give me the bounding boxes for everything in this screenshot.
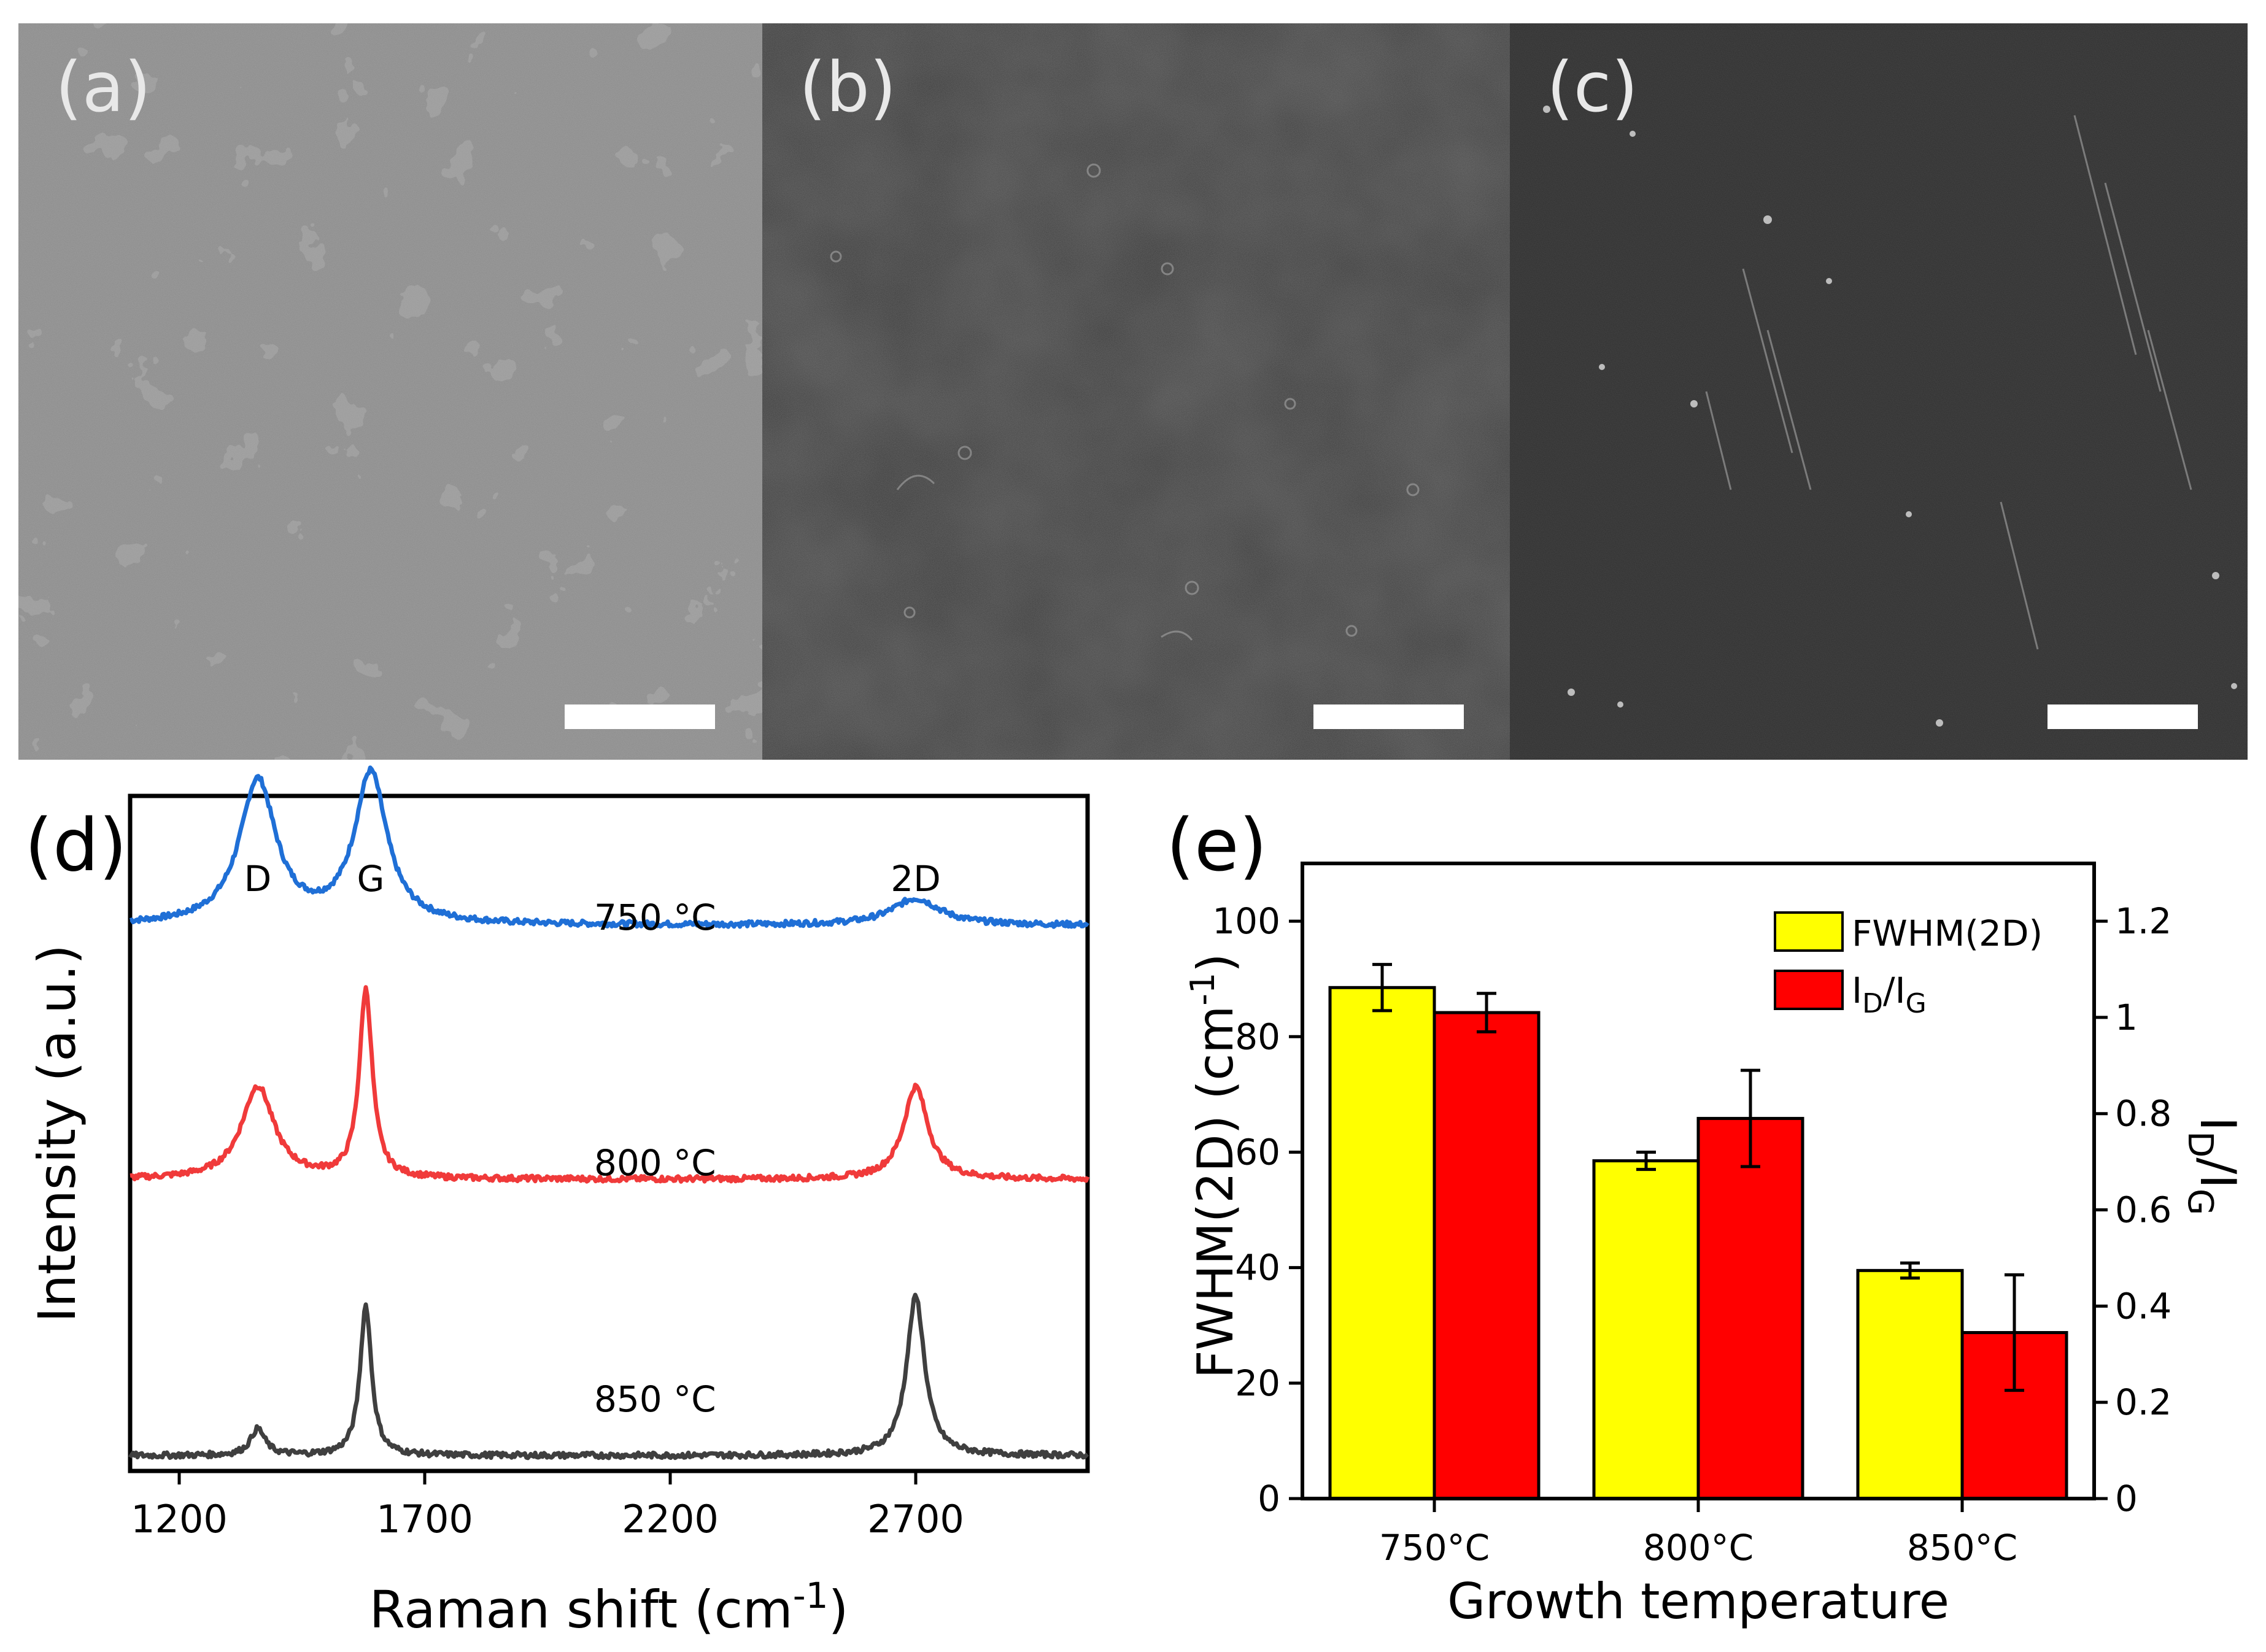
category-label-0: 750°C bbox=[1379, 1527, 1490, 1569]
bar-0-1 bbox=[1592, 1159, 1700, 1500]
raman-series-2 bbox=[128, 1292, 1089, 1461]
left-y-ticks: 0 20 40 60 80 100 bbox=[1212, 900, 1302, 1519]
bar-1-2 bbox=[1960, 1330, 2068, 1500]
panel-label-e: (e) bbox=[1166, 803, 1267, 887]
right-y-tick-label-4: 0.8 bbox=[2115, 1093, 2171, 1135]
left-y-axis-label-main: FWHM(2D) (cm bbox=[1187, 1006, 1244, 1379]
right-y-tick-label-3: 0.6 bbox=[2115, 1189, 2171, 1231]
left-y-tick-label-0: 0 bbox=[1258, 1478, 1280, 1519]
panel-label-c: (c) bbox=[1547, 48, 1638, 128]
right-y-axis-label: ID/IG bbox=[2180, 1117, 2246, 1216]
legend-swatch-fwhm bbox=[1774, 911, 1844, 952]
raman-x-axis-label-sup: -1 bbox=[793, 1575, 829, 1616]
sem-panel-c: (c) bbox=[1510, 23, 2248, 760]
legend-idig-sub1: D bbox=[1862, 988, 1883, 1019]
raman-plot-frame bbox=[128, 793, 1090, 1473]
legend-label-idig: ID/IG bbox=[1852, 970, 1927, 1019]
legend-idig-slash: /I bbox=[1883, 970, 1906, 1011]
raman-peak-labels: D G 2D bbox=[244, 858, 941, 900]
legend-label-fwhm: FWHM(2D) bbox=[1852, 913, 2043, 954]
raman-x-tick-label-3: 2700 bbox=[867, 1497, 964, 1542]
right-y-axis-label-sub1: D bbox=[2180, 1131, 2220, 1157]
right-y-axis-label-slash: /I bbox=[2189, 1157, 2246, 1189]
left-y-tick-label-5: 100 bbox=[1212, 900, 1280, 942]
sem-panel-b: (b) bbox=[762, 23, 1510, 760]
raman-series-1 bbox=[129, 985, 1090, 1184]
raman-x-tick-label-0: 1200 bbox=[131, 1497, 228, 1542]
raman-series-0 bbox=[129, 765, 1089, 929]
scale-bar-b bbox=[1313, 704, 1464, 729]
bar-plot-frame bbox=[1301, 862, 2096, 1500]
raman-x-axis-label: Raman shift (cm-1) bbox=[369, 1575, 849, 1640]
bar-x-axis-label: Growth temperature bbox=[1447, 1573, 1949, 1630]
bar-series bbox=[1328, 963, 2068, 1500]
raman-peak-label-2: 2D bbox=[891, 858, 941, 900]
legend-idig-sub2: G bbox=[1906, 988, 1927, 1019]
error-bar-1-0 bbox=[1477, 992, 1496, 1033]
left-y-axis-label-sup: -1 bbox=[1183, 973, 1222, 1006]
panel-label-b: (b) bbox=[799, 48, 897, 128]
raman-x-axis-label-main: Raman shift (cm bbox=[369, 1580, 793, 1640]
bar-legend: FWHM(2D) ID/IG bbox=[1774, 911, 2043, 1019]
left-y-tick-label-1: 20 bbox=[1235, 1362, 1280, 1404]
raman-series-label-1: 800 °C bbox=[594, 1142, 716, 1184]
raman-peak-label-1: G bbox=[357, 858, 385, 900]
sem-image-a bbox=[18, 23, 762, 760]
error-bar-1-2 bbox=[2005, 1273, 2024, 1392]
left-y-tick-label-2: 40 bbox=[1235, 1247, 1280, 1289]
right-y-tick-label-0: 0 bbox=[2115, 1478, 2138, 1519]
sem-image-b bbox=[762, 23, 1510, 760]
right-y-tick-label-2: 0.4 bbox=[2115, 1285, 2171, 1327]
sem-panel-a: (a) bbox=[18, 23, 762, 760]
right-y-axis-label-main: I bbox=[2189, 1117, 2246, 1132]
right-y-tick-label-5: 1 bbox=[2115, 997, 2138, 1038]
bar-1-0 bbox=[1433, 1011, 1541, 1500]
error-bar-0-0 bbox=[1372, 963, 1392, 1013]
raman-series-labels: 750 °C 800 °C 850 °C bbox=[594, 897, 716, 1420]
scale-bar-c bbox=[2048, 704, 2198, 729]
raman-x-axis-label-close: ) bbox=[829, 1580, 849, 1640]
raman-x-tick-label-2: 2200 bbox=[622, 1497, 719, 1542]
bar-1-1 bbox=[1696, 1117, 1804, 1500]
right-y-tick-label-6: 1.2 bbox=[2115, 900, 2171, 942]
right-y-axis-label-sub2: G bbox=[2180, 1189, 2220, 1215]
bar-0-2 bbox=[1856, 1268, 1964, 1500]
left-y-tick-label-4: 80 bbox=[1235, 1016, 1280, 1057]
legend-idig-main: I bbox=[1852, 970, 1862, 1011]
raman-y-axis-label: Intensity (a.u.) bbox=[27, 944, 87, 1322]
raman-x-tick-label-1: 1700 bbox=[376, 1497, 473, 1542]
right-y-tick-label-1: 0.2 bbox=[2115, 1381, 2171, 1423]
left-y-tick-label-3: 60 bbox=[1235, 1131, 1280, 1173]
panel-label-d: (d) bbox=[25, 803, 127, 887]
right-y-ticks: 0 0.2 0.4 0.6 0.8 1 1.2 bbox=[2094, 900, 2171, 1519]
left-y-axis-label: FWHM(2D) (cm-1) bbox=[1183, 954, 1244, 1379]
panel-label-a: (a) bbox=[55, 48, 152, 128]
raman-series-label-2: 850 °C bbox=[594, 1378, 716, 1420]
scale-bar-a bbox=[565, 704, 715, 729]
left-y-axis-label-close: ) bbox=[1187, 954, 1244, 973]
raman-series-label-0: 750 °C bbox=[594, 897, 716, 938]
category-ticks: 750°C 800°C 850°C bbox=[1379, 1499, 2017, 1569]
category-label-1: 800°C bbox=[1643, 1527, 1754, 1569]
error-bar-0-2 bbox=[1900, 1261, 1920, 1280]
raman-series bbox=[128, 765, 1090, 1461]
bar-0-0 bbox=[1328, 986, 1436, 1500]
legend-swatch-idig bbox=[1774, 970, 1844, 1010]
raman-x-ticks: 1200 1700 2200 2700 bbox=[131, 1471, 964, 1542]
category-label-2: 850°C bbox=[1907, 1527, 2017, 1569]
sem-image-c bbox=[1510, 23, 2248, 760]
raman-peak-label-0: D bbox=[244, 858, 272, 900]
error-bar-1-1 bbox=[1741, 1068, 1760, 1168]
error-bar-0-1 bbox=[1636, 1150, 1656, 1171]
